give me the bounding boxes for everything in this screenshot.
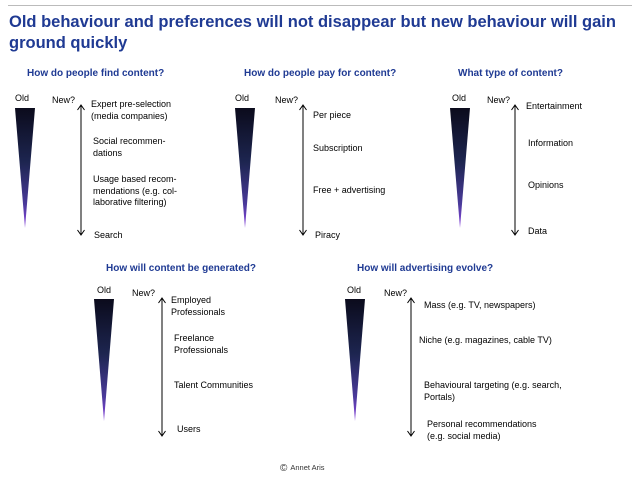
item-label: Social recommen-dations — [93, 136, 166, 158]
panel-heading: How will advertising evolve? — [357, 263, 494, 274]
new-double-arrow — [298, 104, 308, 236]
copyright-footer: © Annet Aris — [280, 463, 325, 474]
new-label: New? — [52, 95, 76, 105]
slide-title: Old behaviour and preferences will not d… — [9, 13, 616, 52]
old-label: Old — [97, 285, 112, 295]
new-label: New? — [384, 288, 408, 298]
new-double-arrow — [406, 297, 416, 437]
copyright-icon: © — [280, 463, 288, 474]
panel-heading: What type of content? — [458, 68, 563, 79]
item-label: Personal recommendations (e.g. social med… — [427, 419, 537, 441]
new-label: New? — [275, 95, 299, 105]
old-gradient-triangle — [15, 108, 35, 228]
old-gradient-triangle — [450, 108, 470, 228]
new-label: New? — [132, 288, 156, 298]
item-label: Subscription — [313, 143, 363, 153]
panel-heading: How will content be generated? — [106, 263, 257, 274]
item-label: Search — [94, 230, 123, 240]
item-label: Information — [528, 138, 574, 148]
item-label: Data — [528, 226, 548, 236]
old-label: Old — [452, 93, 467, 103]
old-gradient-triangle — [94, 299, 114, 421]
item-label: Opinions — [528, 180, 564, 190]
top-rule — [8, 5, 632, 6]
new-double-arrow — [157, 297, 167, 437]
old-gradient-triangle — [235, 108, 255, 228]
panel-heading: How do people pay for content? — [244, 68, 397, 79]
item-label: Freelance Professionals — [174, 333, 229, 355]
item-label: Behavioural targeting (e.g. search, Porta… — [424, 380, 562, 402]
item-label: Employed Professionals — [171, 295, 226, 317]
old-label: Old — [235, 93, 250, 103]
item-label: Mass (e.g. TV, newspapers) — [424, 300, 536, 310]
item-label: Talent Communities — [174, 380, 254, 390]
old-label: Old — [15, 93, 30, 103]
item-label: Entertainment — [526, 101, 583, 111]
footer-author: Annet Aris — [290, 463, 325, 472]
new-label: New? — [487, 95, 511, 105]
old-gradient-triangle — [345, 299, 365, 421]
old-label: Old — [347, 285, 362, 295]
item-label: Users — [177, 424, 201, 434]
item-label: Per piece — [313, 110, 352, 120]
item-label: Expert pre-selection (media companies) — [91, 99, 172, 121]
item-label: Usage based recom-mendations (e.g. col-l… — [93, 174, 178, 207]
item-label: Piracy — [315, 230, 341, 240]
item-label: Niche (e.g. magazines, cable TV) — [419, 335, 552, 345]
new-double-arrow — [76, 104, 86, 236]
panel-heading: How do people find content? — [27, 68, 165, 79]
new-double-arrow — [510, 104, 520, 236]
item-label: Free + advertising — [313, 185, 386, 195]
